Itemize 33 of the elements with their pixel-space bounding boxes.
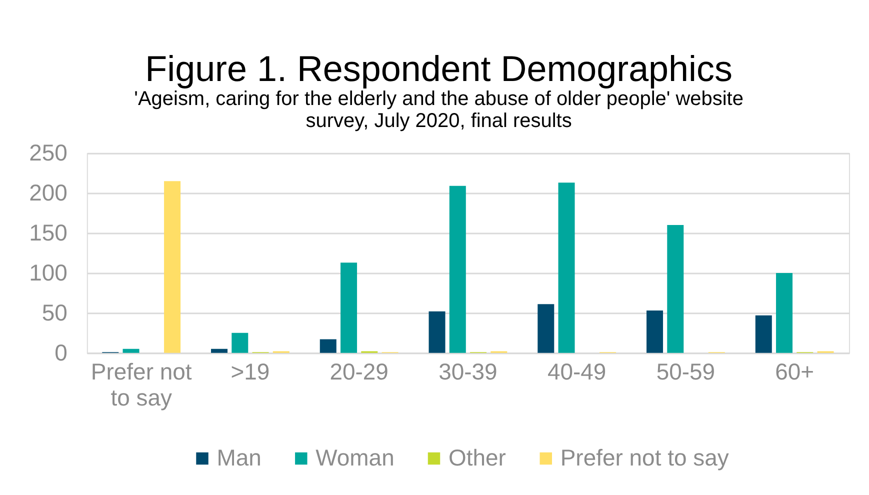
bar (646, 310, 664, 353)
legend-label: Other (448, 444, 506, 470)
bar (232, 332, 248, 353)
legend-label: Man (216, 444, 262, 470)
x-tick-label: 50-59 (656, 358, 716, 384)
chart-subtitle: 'Ageism, caring for the elderly and the abuse of older people' website survey, July 2020, final results (134, 88, 744, 132)
legend-label: Woman (316, 444, 394, 470)
bar (320, 339, 336, 353)
y-tick-label: 250 (29, 140, 68, 166)
bar (340, 262, 358, 353)
bar (428, 311, 446, 353)
y-tick-label: 50 (42, 299, 68, 326)
bar (667, 225, 684, 353)
x-tick-label: 20-29 (330, 358, 388, 384)
bar (776, 272, 793, 353)
bar (538, 304, 554, 353)
bar (211, 348, 228, 353)
y-tick-label: 100 (29, 259, 68, 286)
legend-label: Prefer not to say (560, 444, 730, 470)
y-tick-label: 0 (54, 339, 68, 366)
y-tick-label: 150 (29, 220, 68, 246)
bar (164, 181, 181, 353)
x-tick-label: 30-39 (438, 358, 498, 384)
y-tick-label: 200 (29, 180, 68, 206)
x-tick-label: Prefer not to say (90, 358, 192, 410)
bar (122, 348, 140, 353)
x-tick-label: 40-49 (547, 358, 606, 384)
bar (558, 182, 575, 353)
bar (755, 315, 772, 353)
chart-title: Figure 1. Respondent Demographics (145, 48, 732, 90)
bar (449, 186, 466, 353)
x-tick-label: >19 (230, 358, 270, 384)
x-tick-label: 60+ (775, 358, 814, 384)
